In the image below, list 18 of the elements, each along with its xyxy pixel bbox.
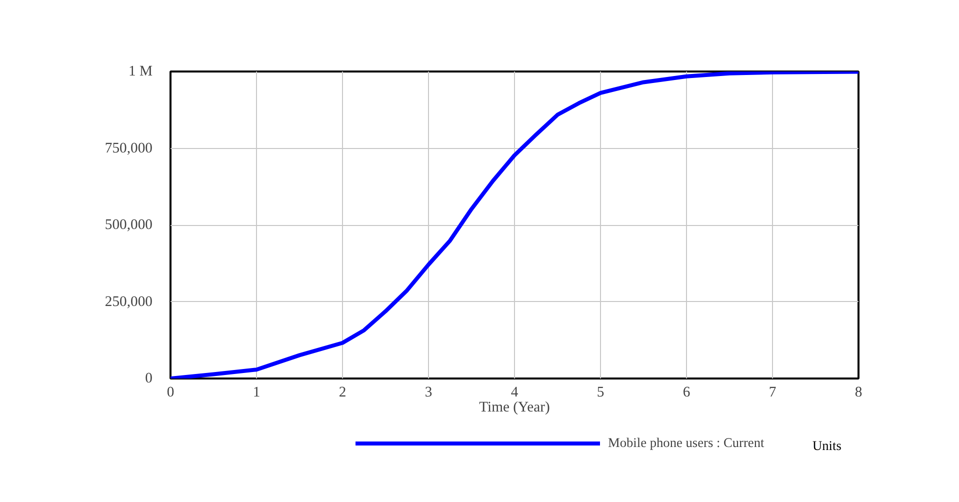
line-series xyxy=(170,72,858,378)
x-tick-label: 3 xyxy=(424,384,432,400)
x-tick-label: 5 xyxy=(596,384,604,400)
y-tick-label: 500,000 xyxy=(104,217,153,233)
x-axis-title: Time (Year) xyxy=(479,400,550,416)
x-tick-label: 1 xyxy=(252,384,260,400)
y-tick-label: 0 xyxy=(145,370,152,386)
x-tick-label: 2 xyxy=(338,384,346,400)
x-tick-label: 8 xyxy=(854,384,862,400)
y-tick-label: 250,000 xyxy=(104,294,153,310)
y-tick-label: 1 M xyxy=(128,64,153,80)
text: Units xyxy=(812,438,842,453)
x-tick-label: 7 xyxy=(768,384,776,400)
x-tick-label: 0 xyxy=(166,384,174,400)
x-tick-label: 6 xyxy=(682,384,690,400)
x-tick-label: 4 xyxy=(510,384,519,400)
y-tick-label: 750,000 xyxy=(104,140,153,156)
text: Mobile phone users : Current xyxy=(608,435,764,451)
